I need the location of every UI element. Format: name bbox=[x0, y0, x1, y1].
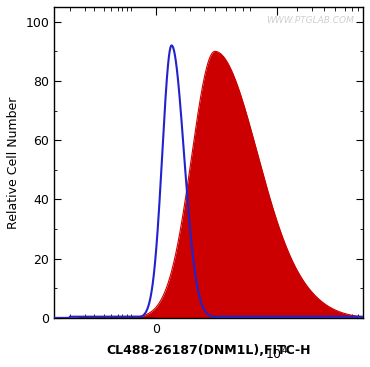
Point bbox=[89, 315, 95, 321]
Point bbox=[122, 315, 128, 321]
Point bbox=[90, 315, 96, 321]
Point bbox=[140, 315, 146, 321]
Point bbox=[117, 315, 123, 321]
Point bbox=[139, 315, 145, 321]
Point bbox=[83, 315, 88, 321]
Point bbox=[130, 315, 135, 321]
Point bbox=[136, 315, 142, 321]
Point bbox=[94, 315, 100, 321]
Point bbox=[86, 315, 92, 321]
Point bbox=[126, 315, 132, 321]
Point bbox=[87, 315, 93, 321]
Point bbox=[108, 315, 114, 321]
Point bbox=[116, 315, 122, 321]
Point bbox=[100, 315, 105, 321]
Point bbox=[142, 315, 148, 321]
Point bbox=[147, 315, 153, 321]
Point bbox=[141, 315, 147, 321]
Point bbox=[91, 315, 97, 321]
Point bbox=[120, 315, 126, 321]
Text: WWW.PTGLAB.COM: WWW.PTGLAB.COM bbox=[266, 16, 354, 25]
Point bbox=[92, 315, 98, 321]
Point bbox=[85, 315, 91, 321]
Point bbox=[93, 315, 99, 321]
Point bbox=[128, 315, 134, 321]
Point bbox=[76, 315, 82, 321]
Point bbox=[111, 315, 117, 321]
Point bbox=[107, 315, 113, 321]
Point bbox=[118, 315, 124, 321]
Point bbox=[78, 315, 84, 321]
Point bbox=[84, 315, 90, 321]
Point bbox=[132, 315, 138, 321]
Point bbox=[144, 315, 149, 321]
Point bbox=[112, 315, 118, 321]
Point bbox=[109, 315, 115, 321]
Point bbox=[123, 315, 129, 321]
X-axis label: CL488-26187(DNM1L),FITC-H: CL488-26187(DNM1L),FITC-H bbox=[107, 344, 311, 357]
Point bbox=[82, 315, 88, 321]
Point bbox=[96, 315, 102, 321]
Point bbox=[125, 315, 131, 321]
Point bbox=[102, 315, 108, 321]
Point bbox=[77, 315, 83, 321]
Point bbox=[133, 315, 139, 321]
Point bbox=[138, 315, 144, 321]
Point bbox=[127, 315, 132, 321]
Point bbox=[121, 315, 127, 321]
Point bbox=[98, 315, 104, 321]
Point bbox=[80, 315, 85, 321]
Point bbox=[135, 315, 141, 321]
Point bbox=[131, 315, 137, 321]
Point bbox=[105, 315, 111, 321]
Point bbox=[150, 315, 156, 321]
Point bbox=[115, 315, 121, 321]
Point bbox=[144, 315, 150, 321]
Point bbox=[79, 315, 85, 321]
Point bbox=[134, 315, 140, 321]
Point bbox=[84, 315, 90, 321]
Text: $10^4$: $10^4$ bbox=[265, 346, 288, 363]
Point bbox=[130, 315, 136, 321]
Point bbox=[81, 315, 87, 321]
Point bbox=[98, 315, 104, 321]
Point bbox=[97, 315, 102, 321]
Point bbox=[88, 315, 94, 321]
Point bbox=[148, 315, 154, 321]
Point bbox=[119, 315, 125, 321]
Point bbox=[142, 315, 148, 321]
Point bbox=[149, 315, 155, 321]
Point bbox=[137, 315, 143, 321]
Point bbox=[106, 315, 112, 321]
Y-axis label: Relative Cell Number: Relative Cell Number bbox=[7, 96, 20, 229]
Point bbox=[104, 315, 110, 321]
Point bbox=[103, 315, 109, 321]
Point bbox=[124, 315, 130, 321]
Point bbox=[145, 315, 151, 321]
Point bbox=[128, 315, 134, 321]
Point bbox=[95, 315, 101, 321]
Point bbox=[112, 315, 118, 321]
Point bbox=[101, 315, 107, 321]
Point bbox=[110, 315, 116, 321]
Point bbox=[114, 315, 120, 321]
Point bbox=[100, 315, 106, 321]
Point bbox=[114, 315, 120, 321]
Point bbox=[147, 315, 152, 321]
